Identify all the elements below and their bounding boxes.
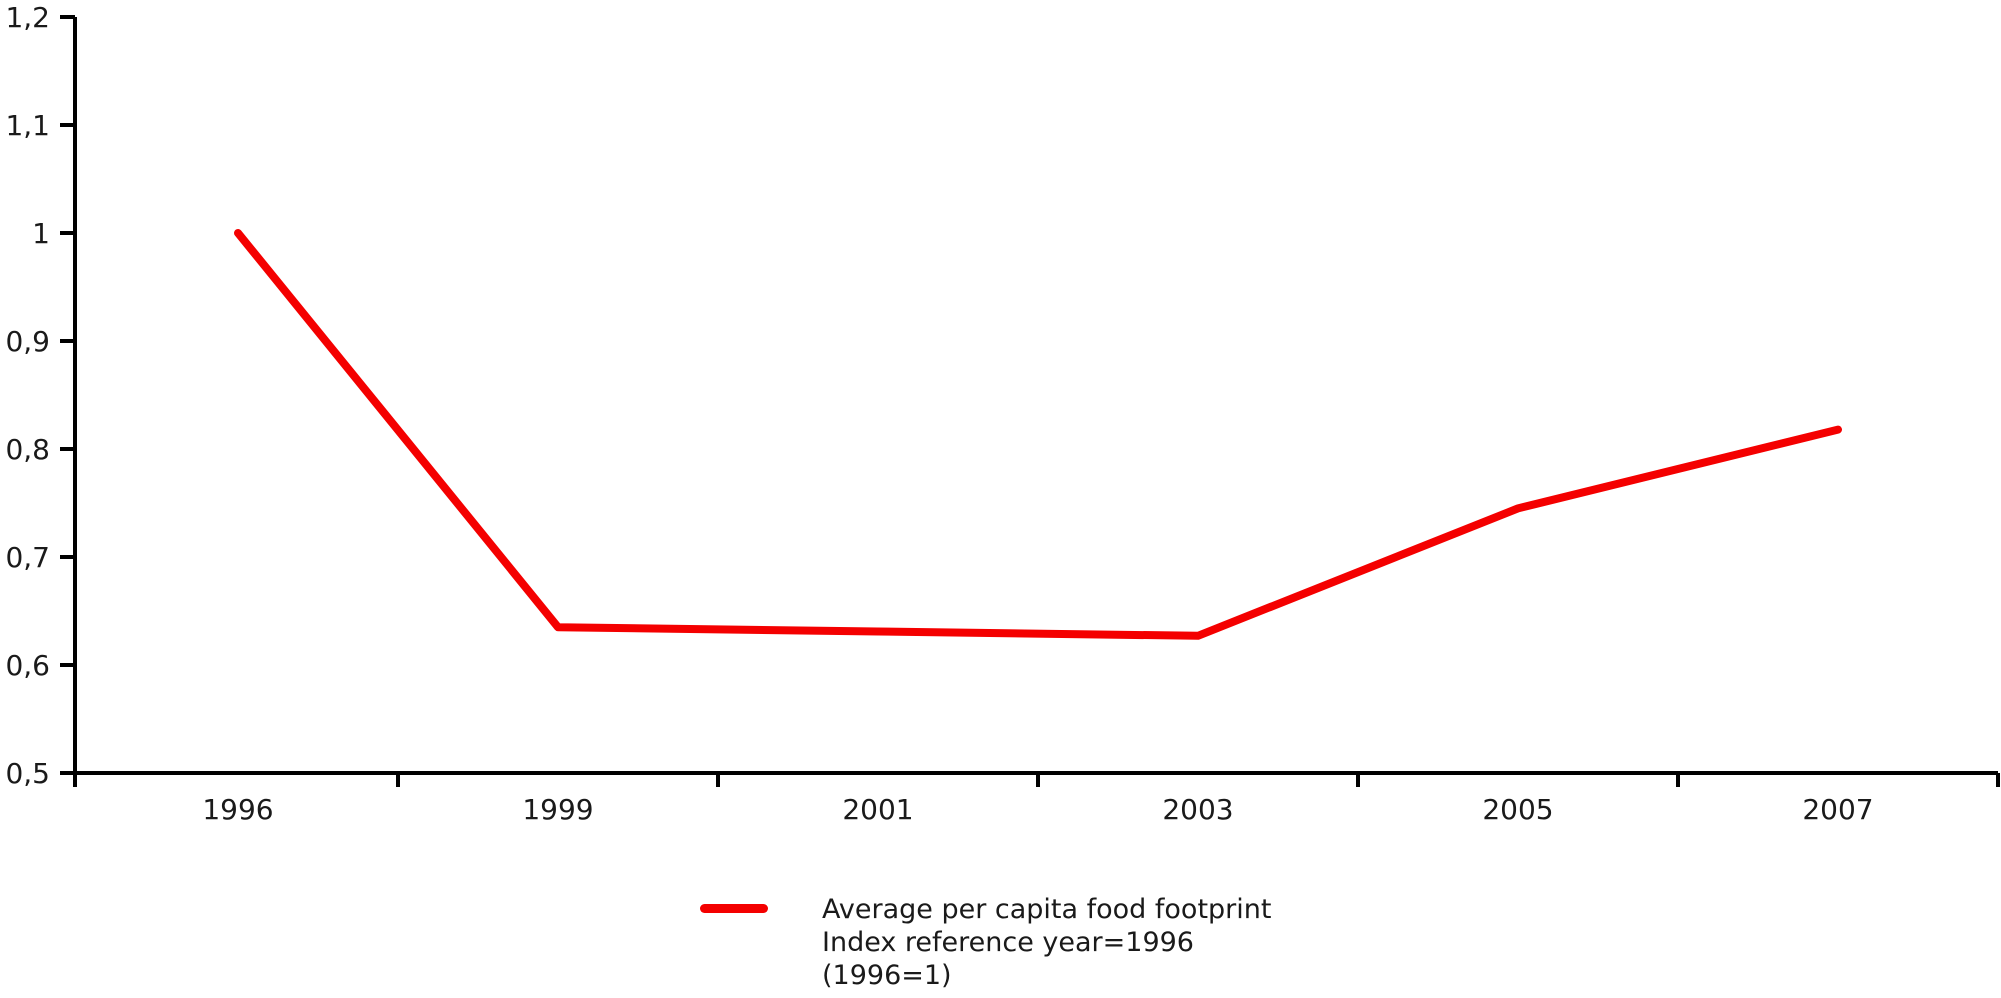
y-tick-label: 0,9 xyxy=(5,325,50,358)
x-axis-label: 1999 xyxy=(522,793,593,826)
legend-text: Average per capita food footprint Index … xyxy=(822,893,1271,992)
x-axis-label: 2005 xyxy=(1482,793,1553,826)
y-tick-label: 0,7 xyxy=(5,541,50,574)
y-tick-label: 0,8 xyxy=(5,433,50,466)
y-tick-label: 0,5 xyxy=(5,757,50,790)
y-tick-label: 1,2 xyxy=(5,1,50,34)
data-line-food-footprint xyxy=(234,229,1842,640)
legend-line-swatch xyxy=(700,904,768,913)
legend-label-line-1: Average per capita food footprint xyxy=(822,894,1272,925)
chart-legend: Average per capita food footprint Index … xyxy=(700,893,1271,992)
legend-label-line-3: (1996=1) xyxy=(822,960,952,991)
x-axis-label: 1996 xyxy=(202,793,273,826)
y-tick-label: 0,6 xyxy=(5,649,50,682)
y-tick-label: 1 xyxy=(32,217,50,250)
legend-label-line-2: Index reference year=1996 xyxy=(822,927,1194,958)
x-axis-label: 2001 xyxy=(842,793,913,826)
y-tick-label: 1,1 xyxy=(5,109,50,142)
x-axis-label: 2003 xyxy=(1162,793,1233,826)
x-axis-label: 2007 xyxy=(1802,793,1873,826)
